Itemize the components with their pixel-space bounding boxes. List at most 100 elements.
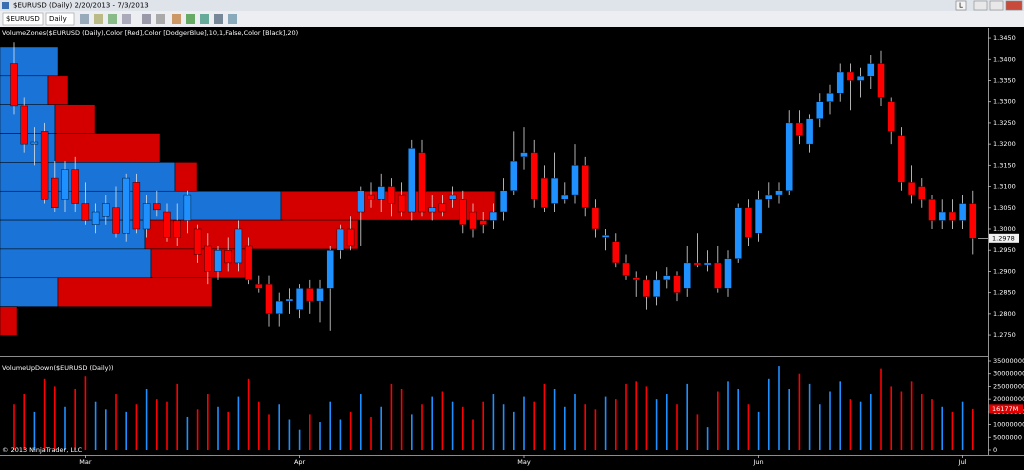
window-title: $EURUSD (Daily) 2/20/2013 - 7/3/2013 — [13, 2, 149, 10]
candle-body — [683, 262, 691, 289]
link-button-label: L — [959, 2, 963, 10]
y-tick-label: 1.3100 — [993, 183, 1016, 191]
candle-body — [642, 279, 651, 298]
candle-body — [61, 169, 69, 200]
candle-body — [846, 71, 855, 81]
candle-body — [40, 131, 49, 200]
title-bar — [0, 0, 1024, 11]
y-tick-label: 0 — [993, 446, 997, 454]
minimize-button[interactable] — [973, 0, 988, 11]
icon[interactable] — [142, 14, 151, 24]
icon[interactable] — [108, 14, 117, 24]
y-tick-label: 1.3200 — [993, 140, 1016, 148]
candle-body — [204, 245, 212, 272]
candle-body — [520, 152, 528, 158]
candle-body — [867, 63, 875, 77]
y-tick-label: 25000000 — [993, 382, 1024, 390]
candle-body — [479, 220, 487, 225]
candle-body — [51, 177, 59, 208]
price-panel — [10, 42, 977, 331]
candle-body — [255, 283, 263, 289]
candle-body — [112, 207, 120, 234]
candle-body — [306, 288, 314, 302]
instrument-text: $EURUSD — [6, 15, 40, 23]
candle-body — [10, 63, 18, 107]
candle-body — [163, 211, 171, 238]
candle-body — [948, 211, 957, 221]
candle-body — [591, 207, 600, 230]
zone-up — [0, 219, 146, 250]
candle-body — [336, 228, 345, 251]
icon[interactable] — [172, 14, 181, 24]
icon[interactable] — [80, 14, 89, 24]
volume-panel — [13, 366, 974, 450]
candle-body — [652, 279, 661, 298]
icon[interactable] — [122, 14, 131, 24]
candle-body — [958, 203, 967, 221]
candle-body — [938, 211, 946, 221]
candle-body — [91, 211, 100, 225]
candle-body — [754, 199, 763, 234]
candle-body — [71, 169, 79, 204]
interval-selector[interactable] — [45, 12, 75, 26]
candle-body — [428, 207, 436, 213]
candle-body — [887, 101, 895, 132]
last-price-tag — [989, 233, 1019, 243]
last-price-label: 1.2978 — [992, 234, 1015, 242]
candle-body — [744, 207, 753, 238]
candle-body — [357, 190, 365, 213]
candle-body — [856, 76, 865, 81]
indicator-label: VolumeZones($EURUSD (Daily),Color [Red],… — [2, 29, 298, 37]
y-tick-label: 1.3350 — [993, 76, 1016, 84]
candle-body — [367, 194, 375, 200]
icon[interactable] — [214, 14, 223, 24]
candle-body — [836, 71, 844, 94]
candle-body — [132, 182, 141, 230]
candle-body — [183, 194, 192, 221]
candle-body — [102, 203, 110, 217]
icon[interactable] — [228, 14, 237, 24]
candle-body — [275, 300, 283, 315]
zone-down — [47, 75, 69, 105]
candle-body — [214, 250, 222, 272]
x-tick-label: Apr — [294, 458, 306, 466]
candle-body — [244, 245, 253, 281]
copyright: © 2013 NinjaTrader, LLC — [2, 446, 83, 454]
y-tick-label: 1.2950 — [993, 246, 1016, 254]
instrument-selector[interactable] — [2, 12, 44, 26]
candle-body — [561, 194, 569, 200]
toolbar — [0, 11, 1024, 27]
candle-body — [673, 275, 681, 293]
candle-body — [234, 228, 243, 264]
y-tick-label: 1.2800 — [993, 310, 1016, 318]
toolbar-icons — [80, 14, 237, 24]
y-tick-label: 1.3300 — [993, 98, 1016, 106]
maximize-button[interactable] — [989, 0, 1004, 11]
last-volume-tag — [989, 404, 1023, 414]
candle-body — [775, 190, 783, 196]
candle-body — [877, 63, 885, 98]
x-tick-label: Mar — [79, 458, 92, 466]
zone-down — [54, 104, 96, 134]
icon[interactable] — [156, 14, 165, 24]
link-button[interactable] — [955, 0, 967, 11]
app-icon — [2, 2, 9, 9]
candle-body — [540, 177, 549, 208]
candle-body — [510, 160, 518, 192]
icon[interactable] — [94, 14, 103, 24]
candle-body — [826, 93, 834, 102]
close-button[interactable] — [1005, 0, 1023, 11]
candle-body — [489, 211, 498, 221]
candle-body — [459, 199, 467, 225]
candle-body — [907, 182, 916, 196]
icon[interactable] — [186, 14, 195, 24]
candle-body — [581, 165, 589, 208]
y-tick-label: 20000000 — [993, 395, 1024, 403]
y-tick-label: 1.3450 — [993, 34, 1016, 42]
candle-body — [693, 262, 702, 266]
candle-body — [173, 220, 181, 238]
y-tick-label: 1.3400 — [993, 55, 1016, 63]
icon[interactable] — [200, 14, 209, 24]
zone-down — [57, 277, 213, 307]
